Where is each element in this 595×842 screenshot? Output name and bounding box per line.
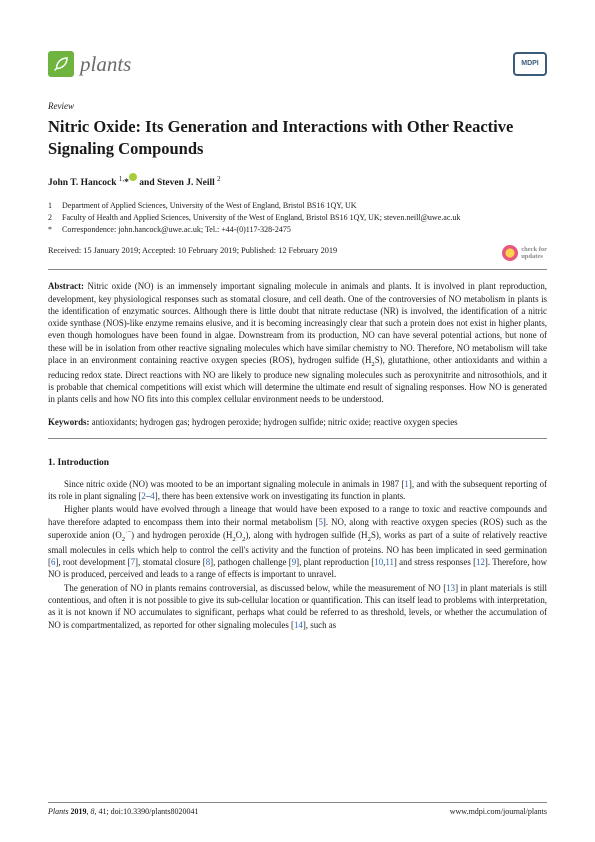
citation-link[interactable]: 1: [404, 479, 408, 489]
affiliation-text: Correspondence: john.hancock@uwe.ac.uk; …: [62, 224, 291, 235]
citation-link[interactable]: 13: [446, 583, 455, 593]
body-paragraph: Higher plants would have evolved through…: [48, 503, 547, 580]
affiliations: 1 Department of Applied Sciences, Univer…: [48, 200, 547, 236]
page-header: plants MDPI: [48, 50, 547, 78]
citation-link[interactable]: 8: [206, 557, 210, 567]
affiliation-num: 1: [48, 200, 56, 211]
abstract-label: Abstract:: [48, 281, 84, 291]
body-paragraph: Since nitric oxide (NO) was mooted to be…: [48, 478, 547, 503]
journal-logo: plants: [48, 50, 131, 78]
abstract: Abstract: Nitric oxide (NO) is an immens…: [48, 280, 547, 406]
abstract-text: Nitric oxide (NO) is an immensely import…: [48, 281, 547, 404]
affiliation-text: Department of Applied Sciences, Universi…: [62, 200, 357, 211]
citation-link[interactable]: 11: [385, 557, 394, 567]
citation-link[interactable]: 14: [294, 620, 303, 630]
affiliation-num: 2: [48, 212, 56, 223]
affiliation-item: 2 Faculty of Health and Applied Sciences…: [48, 212, 547, 223]
citation-link[interactable]: 2: [141, 491, 145, 501]
citation-link[interactable]: 4: [150, 491, 154, 501]
footer-citation: Plants 2019, 8, 41; doi:10.3390/plants80…: [48, 807, 198, 818]
affiliation-item: 1 Department of Applied Sciences, Univer…: [48, 200, 547, 211]
keywords-text: antioxidants; hydrogen gas; hydrogen per…: [92, 417, 458, 427]
article-title: Nitric Oxide: Its Generation and Interac…: [48, 116, 547, 158]
citation-link[interactable]: 10: [374, 557, 383, 567]
citation-link[interactable]: 6: [51, 557, 55, 567]
authors: John T. Hancock 1,* and Steven J. Neill …: [48, 173, 547, 190]
publisher-logo: MDPI: [513, 52, 547, 76]
section-heading: 1. Introduction: [48, 457, 547, 470]
keywords-label: Keywords:: [48, 417, 89, 427]
check-updates-label: check for updates: [521, 246, 547, 260]
dates-row: Received: 15 January 2019; Accepted: 10 …: [48, 245, 547, 270]
journal-name: plants: [80, 50, 131, 78]
check-updates-icon: [502, 245, 518, 261]
article-type: Review: [48, 100, 547, 112]
body-paragraph: The generation of NO in plants remains c…: [48, 582, 547, 631]
affiliation-text: Faculty of Health and Applied Sciences, …: [62, 212, 460, 223]
citation-link[interactable]: 9: [292, 557, 296, 567]
leaf-icon: [48, 51, 74, 77]
footer-url[interactable]: www.mdpi.com/journal/plants: [450, 807, 547, 818]
keywords: Keywords: antioxidants; hydrogen gas; hy…: [48, 416, 547, 439]
check-updates-badge[interactable]: check for updates: [502, 245, 547, 261]
publication-dates: Received: 15 January 2019; Accepted: 10 …: [48, 245, 337, 256]
orcid-icon: [129, 173, 137, 181]
affiliation-item: * Correspondence: john.hancock@uwe.ac.uk…: [48, 224, 547, 235]
affiliation-num: *: [48, 224, 56, 235]
citation-link[interactable]: 5: [318, 517, 322, 527]
citation-link[interactable]: 7: [131, 557, 135, 567]
page-footer: Plants 2019, 8, 41; doi:10.3390/plants80…: [48, 802, 547, 818]
citation-link[interactable]: 12: [476, 557, 485, 567]
